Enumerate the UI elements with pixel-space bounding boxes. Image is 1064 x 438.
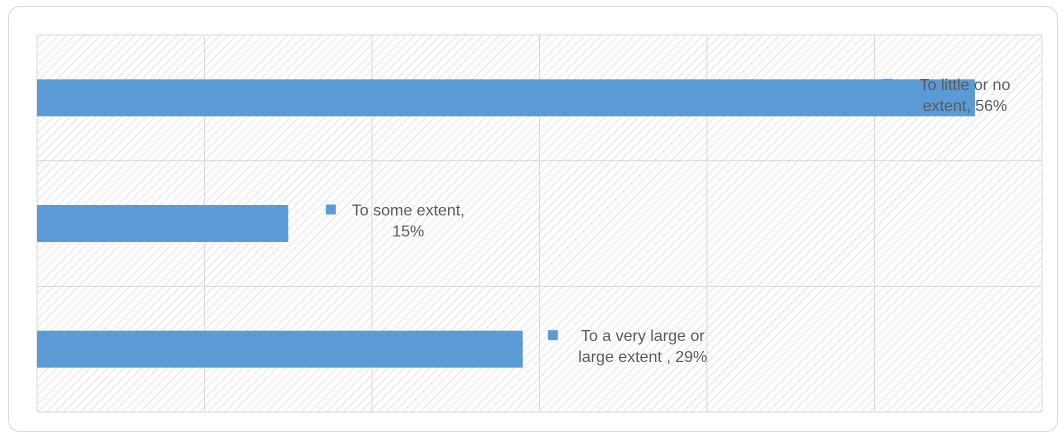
data-label: To some extent, (352, 203, 465, 220)
data-labels: To little or no extent, 56% To some extent… (325, 77, 1011, 366)
legend-key-icon (882, 78, 893, 89)
legend-key-icon (325, 204, 336, 215)
data-label: large extent , 29% (578, 349, 707, 366)
bar (37, 330, 523, 368)
legend-key-icon (547, 330, 558, 341)
data-label: 15% (392, 224, 424, 241)
bar (37, 205, 289, 242)
data-label: extent, 56% (923, 98, 1008, 115)
data-label: To little or no (920, 77, 1011, 94)
data-label: To a very large or (581, 328, 705, 345)
bar (37, 79, 975, 117)
bars (37, 79, 975, 368)
